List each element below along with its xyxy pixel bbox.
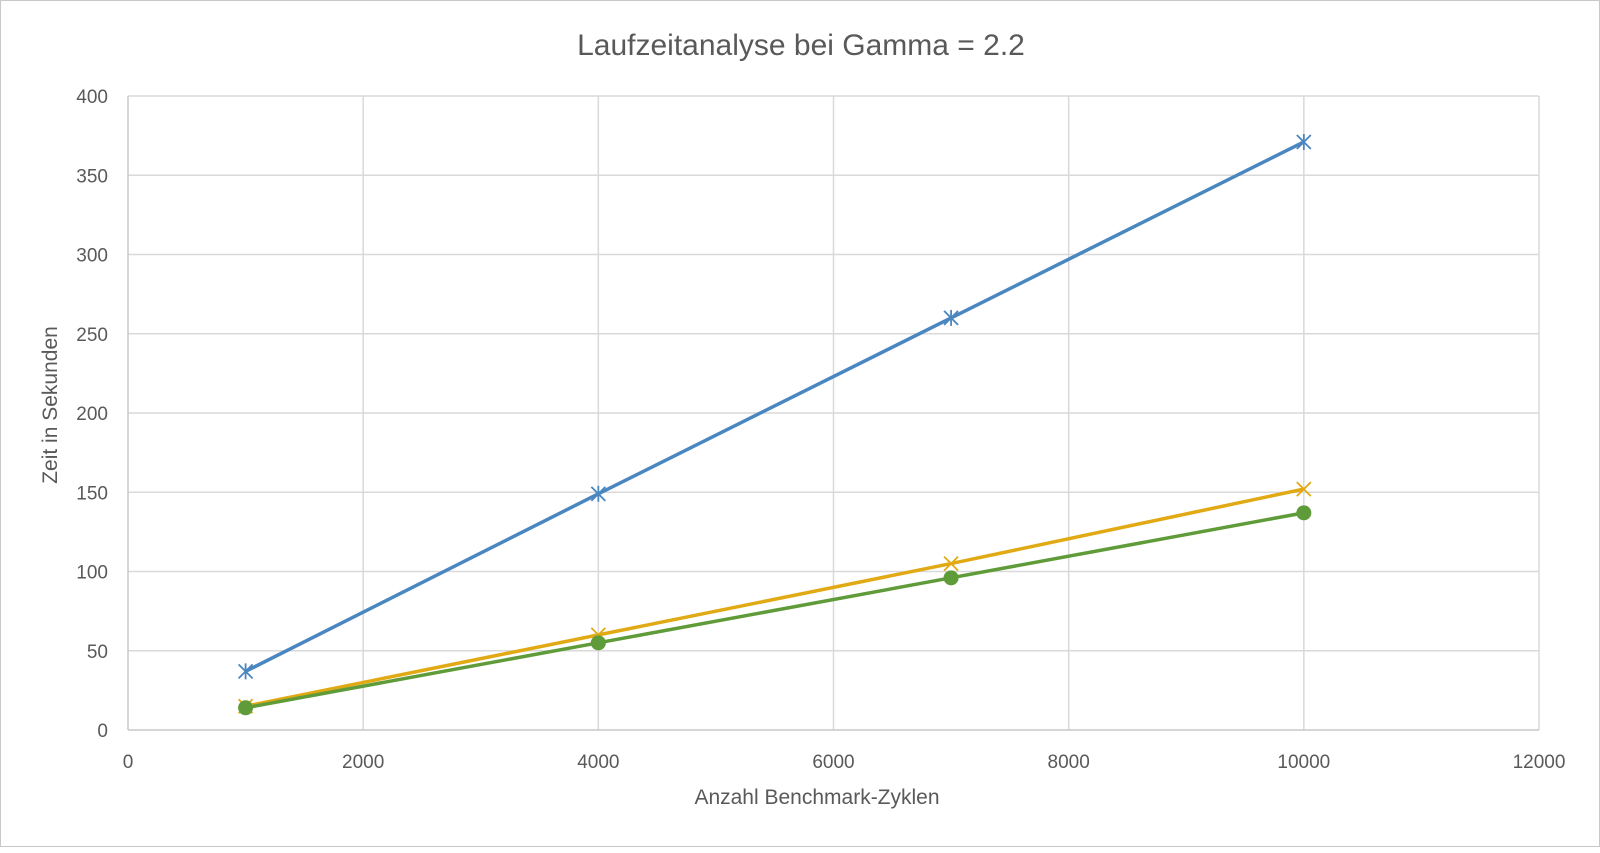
y-tick-labels: 0 50 100 150 200 250 300 350 400 [76, 87, 108, 742]
series-group [237, 133, 1312, 716]
chart-title: Laufzeitanalyse bei Gamma = 2.2 [577, 29, 1025, 62]
data-point [237, 663, 254, 680]
y-tick-label: 250 [76, 325, 108, 346]
data-point [1296, 505, 1312, 521]
data-point [943, 309, 959, 326]
data-point [1296, 133, 1312, 150]
x-axis-title: Anzahl Benchmark-Zyklen [694, 786, 939, 809]
data-point [1296, 481, 1312, 497]
data-point [943, 570, 959, 586]
axes [127, 96, 1539, 731]
data-point [590, 485, 606, 502]
series-line [245, 511, 1305, 710]
series-3 [238, 505, 1312, 716]
x-tick-label: 12000 [1513, 752, 1566, 773]
data-point [238, 700, 254, 716]
data-point [943, 555, 959, 572]
series-line [245, 487, 1305, 708]
data-point [590, 635, 606, 651]
y-tick-label: 150 [76, 483, 108, 504]
x-tick-label: 4000 [577, 752, 619, 773]
x-tick-label: 10000 [1277, 752, 1330, 773]
x-tick-label: 6000 [812, 752, 854, 773]
x-tick-label: 8000 [1048, 752, 1090, 773]
y-axis-title: Zeit in Sekunden [39, 326, 62, 484]
y-tick-label: 350 [76, 166, 108, 187]
y-tick-label: 200 [76, 404, 108, 425]
x-tick-label: 0 [123, 752, 134, 773]
y-tick-label: 400 [76, 87, 108, 108]
series-1 [237, 133, 1312, 680]
y-tick-label: 300 [76, 246, 108, 267]
series-line [244, 140, 1305, 673]
x-tick-label: 2000 [342, 752, 384, 773]
y-tick-label: 100 [76, 563, 108, 584]
x-tick-labels: 0 2000 4000 6000 8000 10000 12000 [123, 752, 1566, 773]
y-tick-label: 0 [97, 721, 108, 742]
y-tick-label: 50 [87, 642, 108, 663]
gridlines [128, 95, 1540, 730]
